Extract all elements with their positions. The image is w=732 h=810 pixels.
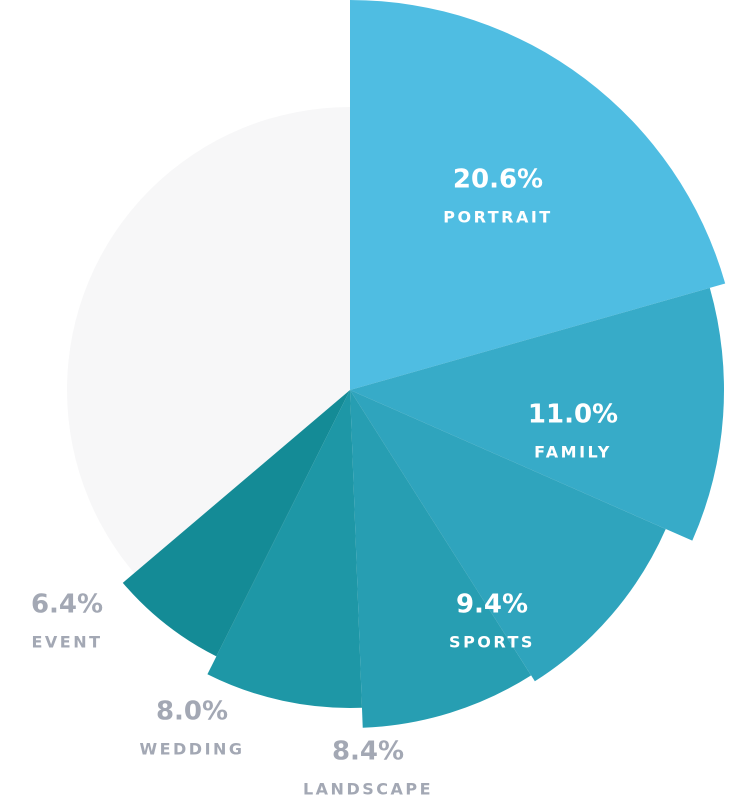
slice-category-label: LANDSCAPE: [303, 780, 433, 799]
pie-slice: [122, 390, 350, 657]
slice-category-label: FAMILY: [534, 443, 612, 462]
slice-value-label: 11.0%: [528, 400, 618, 430]
pie-slice: [350, 390, 532, 728]
pie-slice: [350, 287, 724, 541]
slice-category-label: PORTRAIT: [443, 208, 552, 227]
slice-category-label: WEDDING: [139, 740, 244, 759]
slice-value-label: 6.4%: [31, 590, 103, 620]
pie-slice: [207, 390, 362, 708]
slice-value-label: 8.0%: [156, 697, 228, 727]
slice-category-label: EVENT: [31, 633, 102, 652]
slice-value-label: 8.4%: [332, 737, 404, 767]
slice-value-label: 20.6%: [453, 165, 543, 195]
pie-slice: [350, 0, 726, 390]
slice-value-label: 9.4%: [456, 590, 528, 620]
slice-category-label: SPORTS: [449, 633, 535, 652]
pie-slice: [350, 390, 666, 682]
